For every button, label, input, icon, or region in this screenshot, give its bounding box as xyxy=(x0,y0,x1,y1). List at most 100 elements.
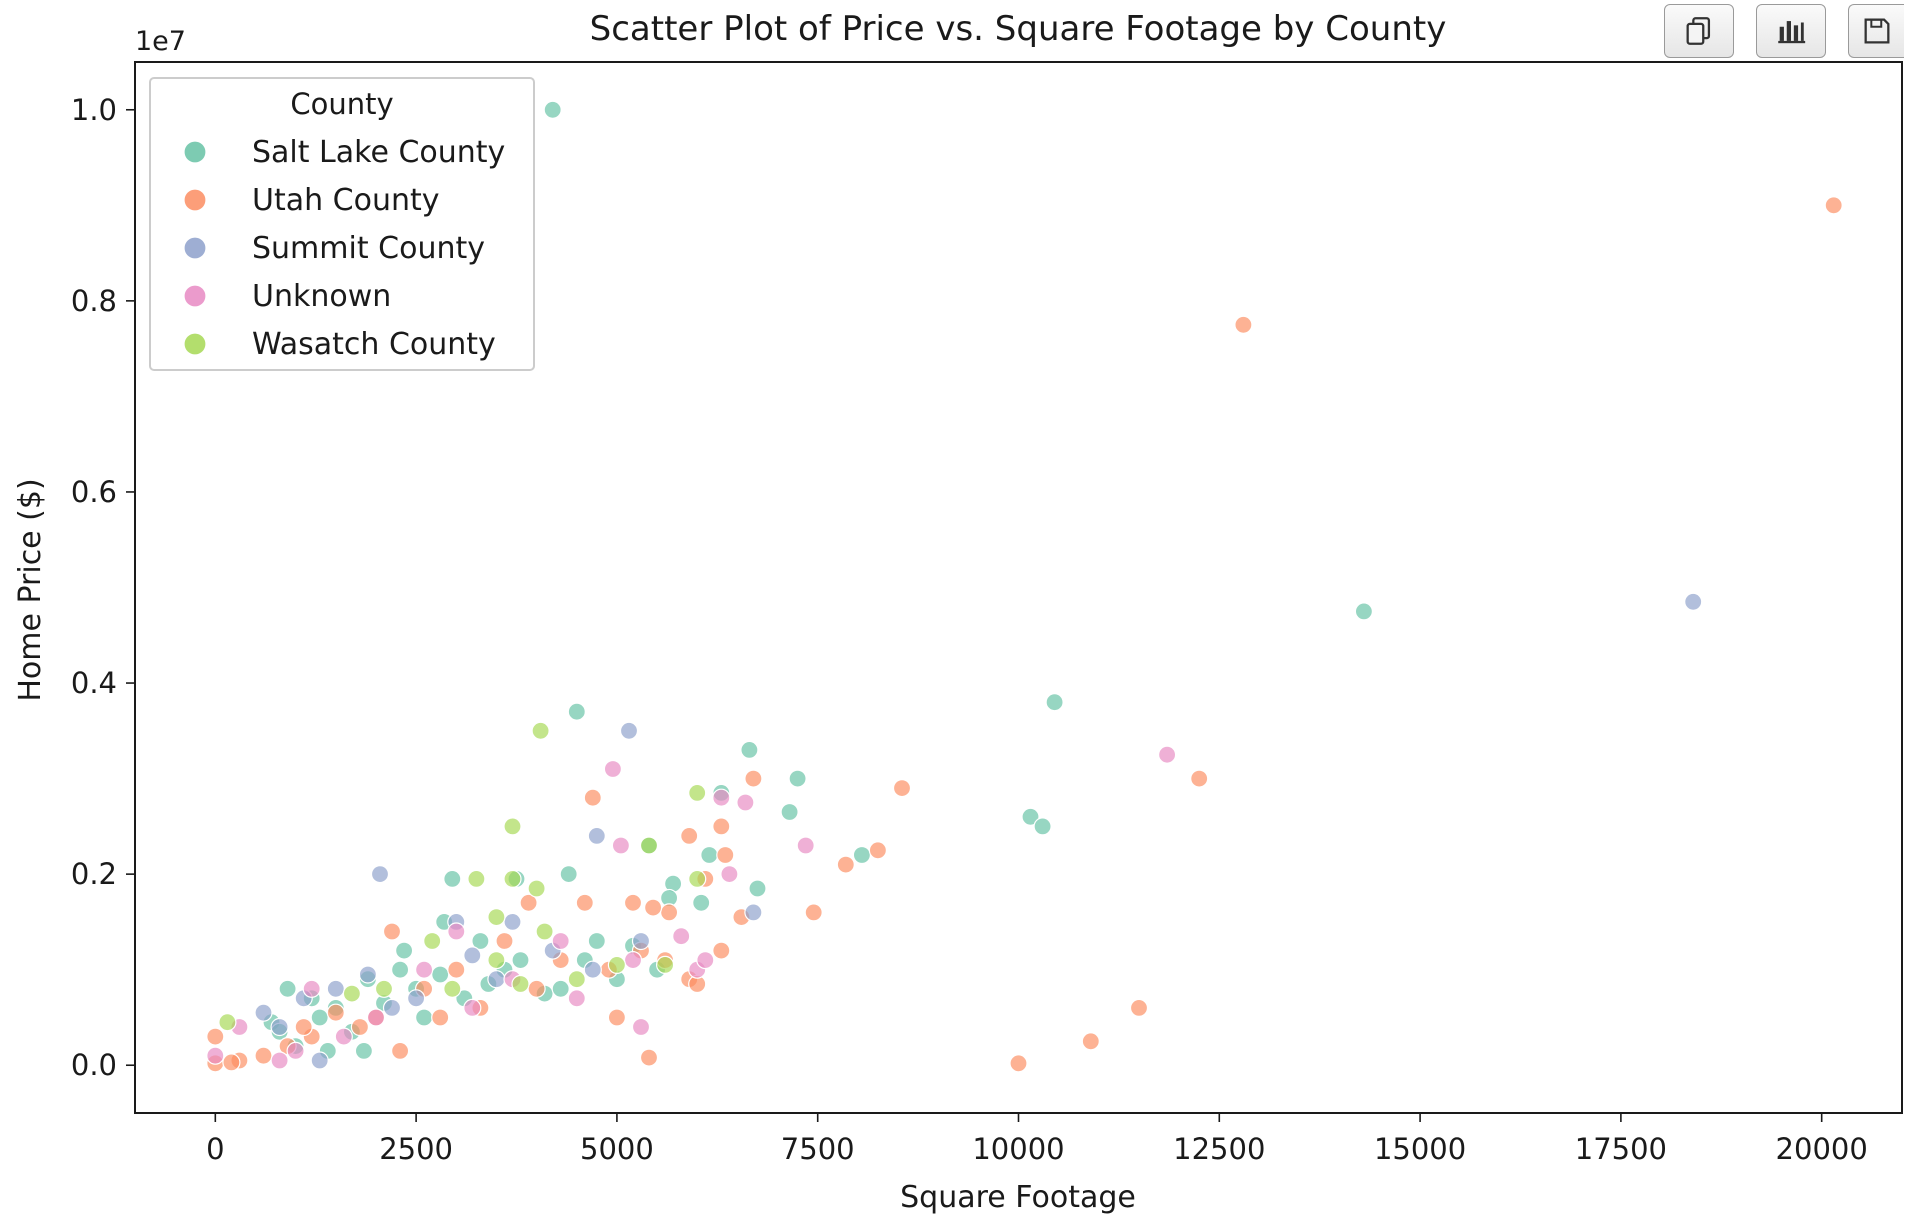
data-point xyxy=(1354,602,1374,621)
data-point xyxy=(688,783,707,803)
copy-button[interactable] xyxy=(1664,4,1734,58)
data-point xyxy=(716,845,735,865)
y-axis-label: Home Price ($) xyxy=(13,478,48,701)
data-point xyxy=(692,893,711,912)
data-point xyxy=(366,1008,386,1027)
data-point xyxy=(836,855,855,874)
chart-button[interactable] xyxy=(1756,4,1826,58)
data-point xyxy=(374,979,394,998)
data-point xyxy=(672,927,691,946)
legend-label: Salt Lake County xyxy=(252,135,505,170)
x-tick-label: 5000 xyxy=(580,1132,654,1166)
save-button[interactable] xyxy=(1848,4,1904,58)
data-point xyxy=(1234,315,1253,334)
data-point xyxy=(744,903,763,922)
data-point xyxy=(1009,1054,1028,1073)
data-point xyxy=(222,1053,241,1072)
data-point xyxy=(643,898,663,917)
data-point xyxy=(270,1017,289,1037)
data-point xyxy=(587,826,606,846)
series-group xyxy=(206,196,1843,1073)
series-group xyxy=(218,721,707,1032)
data-point xyxy=(1033,817,1052,836)
data-point xyxy=(603,759,623,779)
y-tick-label: 1.0 xyxy=(71,93,117,127)
data-point xyxy=(1684,592,1703,611)
axes: 0 2500 5000 7500 10000 12500 15000 17500 20000 0.… xyxy=(71,61,1903,1166)
data-point xyxy=(511,950,530,970)
legend-title: County xyxy=(290,87,393,121)
data-point xyxy=(535,922,554,941)
data-point xyxy=(680,826,699,846)
data-point xyxy=(431,1008,450,1027)
x-tick-label: 2500 xyxy=(379,1132,453,1166)
data-point xyxy=(712,941,731,960)
data-point xyxy=(326,979,345,998)
data-point xyxy=(503,817,522,836)
data-point xyxy=(415,1008,434,1027)
data-point xyxy=(551,979,570,998)
y-offset-label: 1e7 xyxy=(135,26,186,57)
data-point xyxy=(543,100,562,119)
data-point xyxy=(443,869,462,889)
data-point xyxy=(619,721,639,740)
x-tick-label: 17500 xyxy=(1575,1132,1667,1166)
x-tick-label: 10000 xyxy=(972,1132,1064,1166)
data-point xyxy=(527,979,546,998)
data-point xyxy=(391,960,410,979)
y-tick-label: 0.0 xyxy=(71,1048,117,1082)
data-point xyxy=(804,903,823,922)
legend-label: Utah County xyxy=(252,183,440,218)
data-point xyxy=(788,769,807,788)
data-point xyxy=(370,864,390,884)
data-point xyxy=(302,979,321,998)
x-tick-label: 15000 xyxy=(1374,1132,1466,1166)
data-point xyxy=(639,1048,659,1067)
y-tick-label: 0.8 xyxy=(71,284,117,318)
data-point xyxy=(712,788,731,807)
data-point xyxy=(611,836,631,855)
data-point xyxy=(415,960,434,979)
data-point xyxy=(587,931,606,951)
legend-marker xyxy=(183,284,207,308)
legend-marker xyxy=(183,140,207,164)
data-point xyxy=(796,836,815,855)
data-point xyxy=(206,1046,225,1065)
data-point xyxy=(559,864,578,884)
y-tick-label: 0.6 xyxy=(71,475,117,509)
data-point xyxy=(700,845,719,865)
copy-icon xyxy=(1686,17,1711,45)
data-point xyxy=(740,740,759,760)
data-point xyxy=(551,931,570,951)
legend: County Salt Lake County Utah County Summit… xyxy=(149,77,535,371)
data-point xyxy=(567,970,586,989)
data-point xyxy=(467,869,486,889)
data-point xyxy=(334,1027,353,1046)
data-point xyxy=(391,1041,410,1061)
data-point xyxy=(463,998,482,1018)
data-point xyxy=(868,841,888,860)
data-point xyxy=(631,931,651,951)
data-point xyxy=(744,769,763,788)
data-point xyxy=(382,922,402,941)
bar-chart-icon xyxy=(1778,21,1806,44)
data-point xyxy=(519,893,538,912)
data-point xyxy=(892,778,912,798)
data-point xyxy=(471,931,490,951)
data-point xyxy=(447,922,466,941)
data-point xyxy=(294,1017,313,1037)
data-point xyxy=(503,869,522,889)
data-point xyxy=(607,1008,627,1027)
data-point xyxy=(218,1013,237,1032)
save-icon xyxy=(1864,18,1889,44)
data-point xyxy=(623,950,643,970)
data-point xyxy=(278,979,297,998)
data-point xyxy=(696,950,715,970)
legend-marker xyxy=(183,332,207,356)
y-tick-label: 0.2 xyxy=(71,857,117,891)
data-point xyxy=(431,965,450,984)
legend-box xyxy=(149,77,535,371)
data-point xyxy=(531,721,550,740)
data-point xyxy=(342,984,361,1003)
legend-label: Summit County xyxy=(252,231,485,266)
